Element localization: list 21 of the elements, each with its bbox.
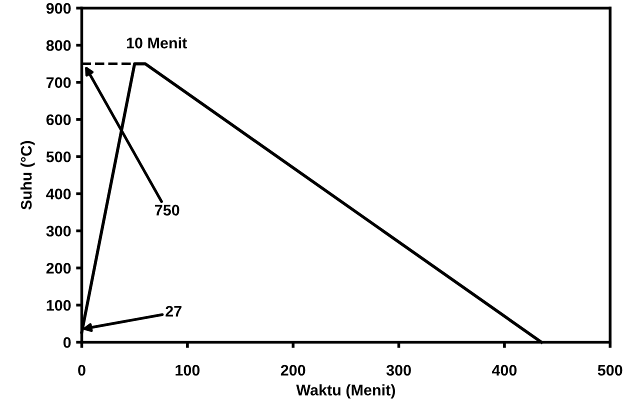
annotation: 750 [155, 204, 180, 216]
y-tick-label: 600 [46, 114, 71, 126]
y-tick-label: 400 [46, 188, 71, 200]
x-tick-label: 100 [176, 364, 200, 376]
y-tick-label: 0 [63, 337, 71, 348]
x-tick-label: 500 [598, 364, 622, 376]
y-tick-label: 700 [46, 77, 71, 88]
x-tick-label: 0 [78, 364, 86, 376]
x-tick-label: 300 [386, 364, 411, 376]
annotation: 10 Menit [126, 37, 187, 48]
y-tick-label: 500 [46, 151, 71, 162]
y-tick-label: 900 [46, 2, 71, 14]
y-tick-label: 200 [46, 262, 71, 274]
y-tick-label: 100 [46, 300, 71, 311]
y-tick-label: 300 [46, 226, 71, 237]
x-axis-title: Waktu (Menit) [296, 384, 395, 398]
y-axis-title: Suhu (°C) [20, 141, 35, 210]
annotation: 27 [166, 306, 182, 317]
x-tick-label: 400 [492, 364, 517, 376]
y-tick-label: 800 [46, 40, 71, 51]
x-tick-label: 200 [280, 364, 306, 376]
